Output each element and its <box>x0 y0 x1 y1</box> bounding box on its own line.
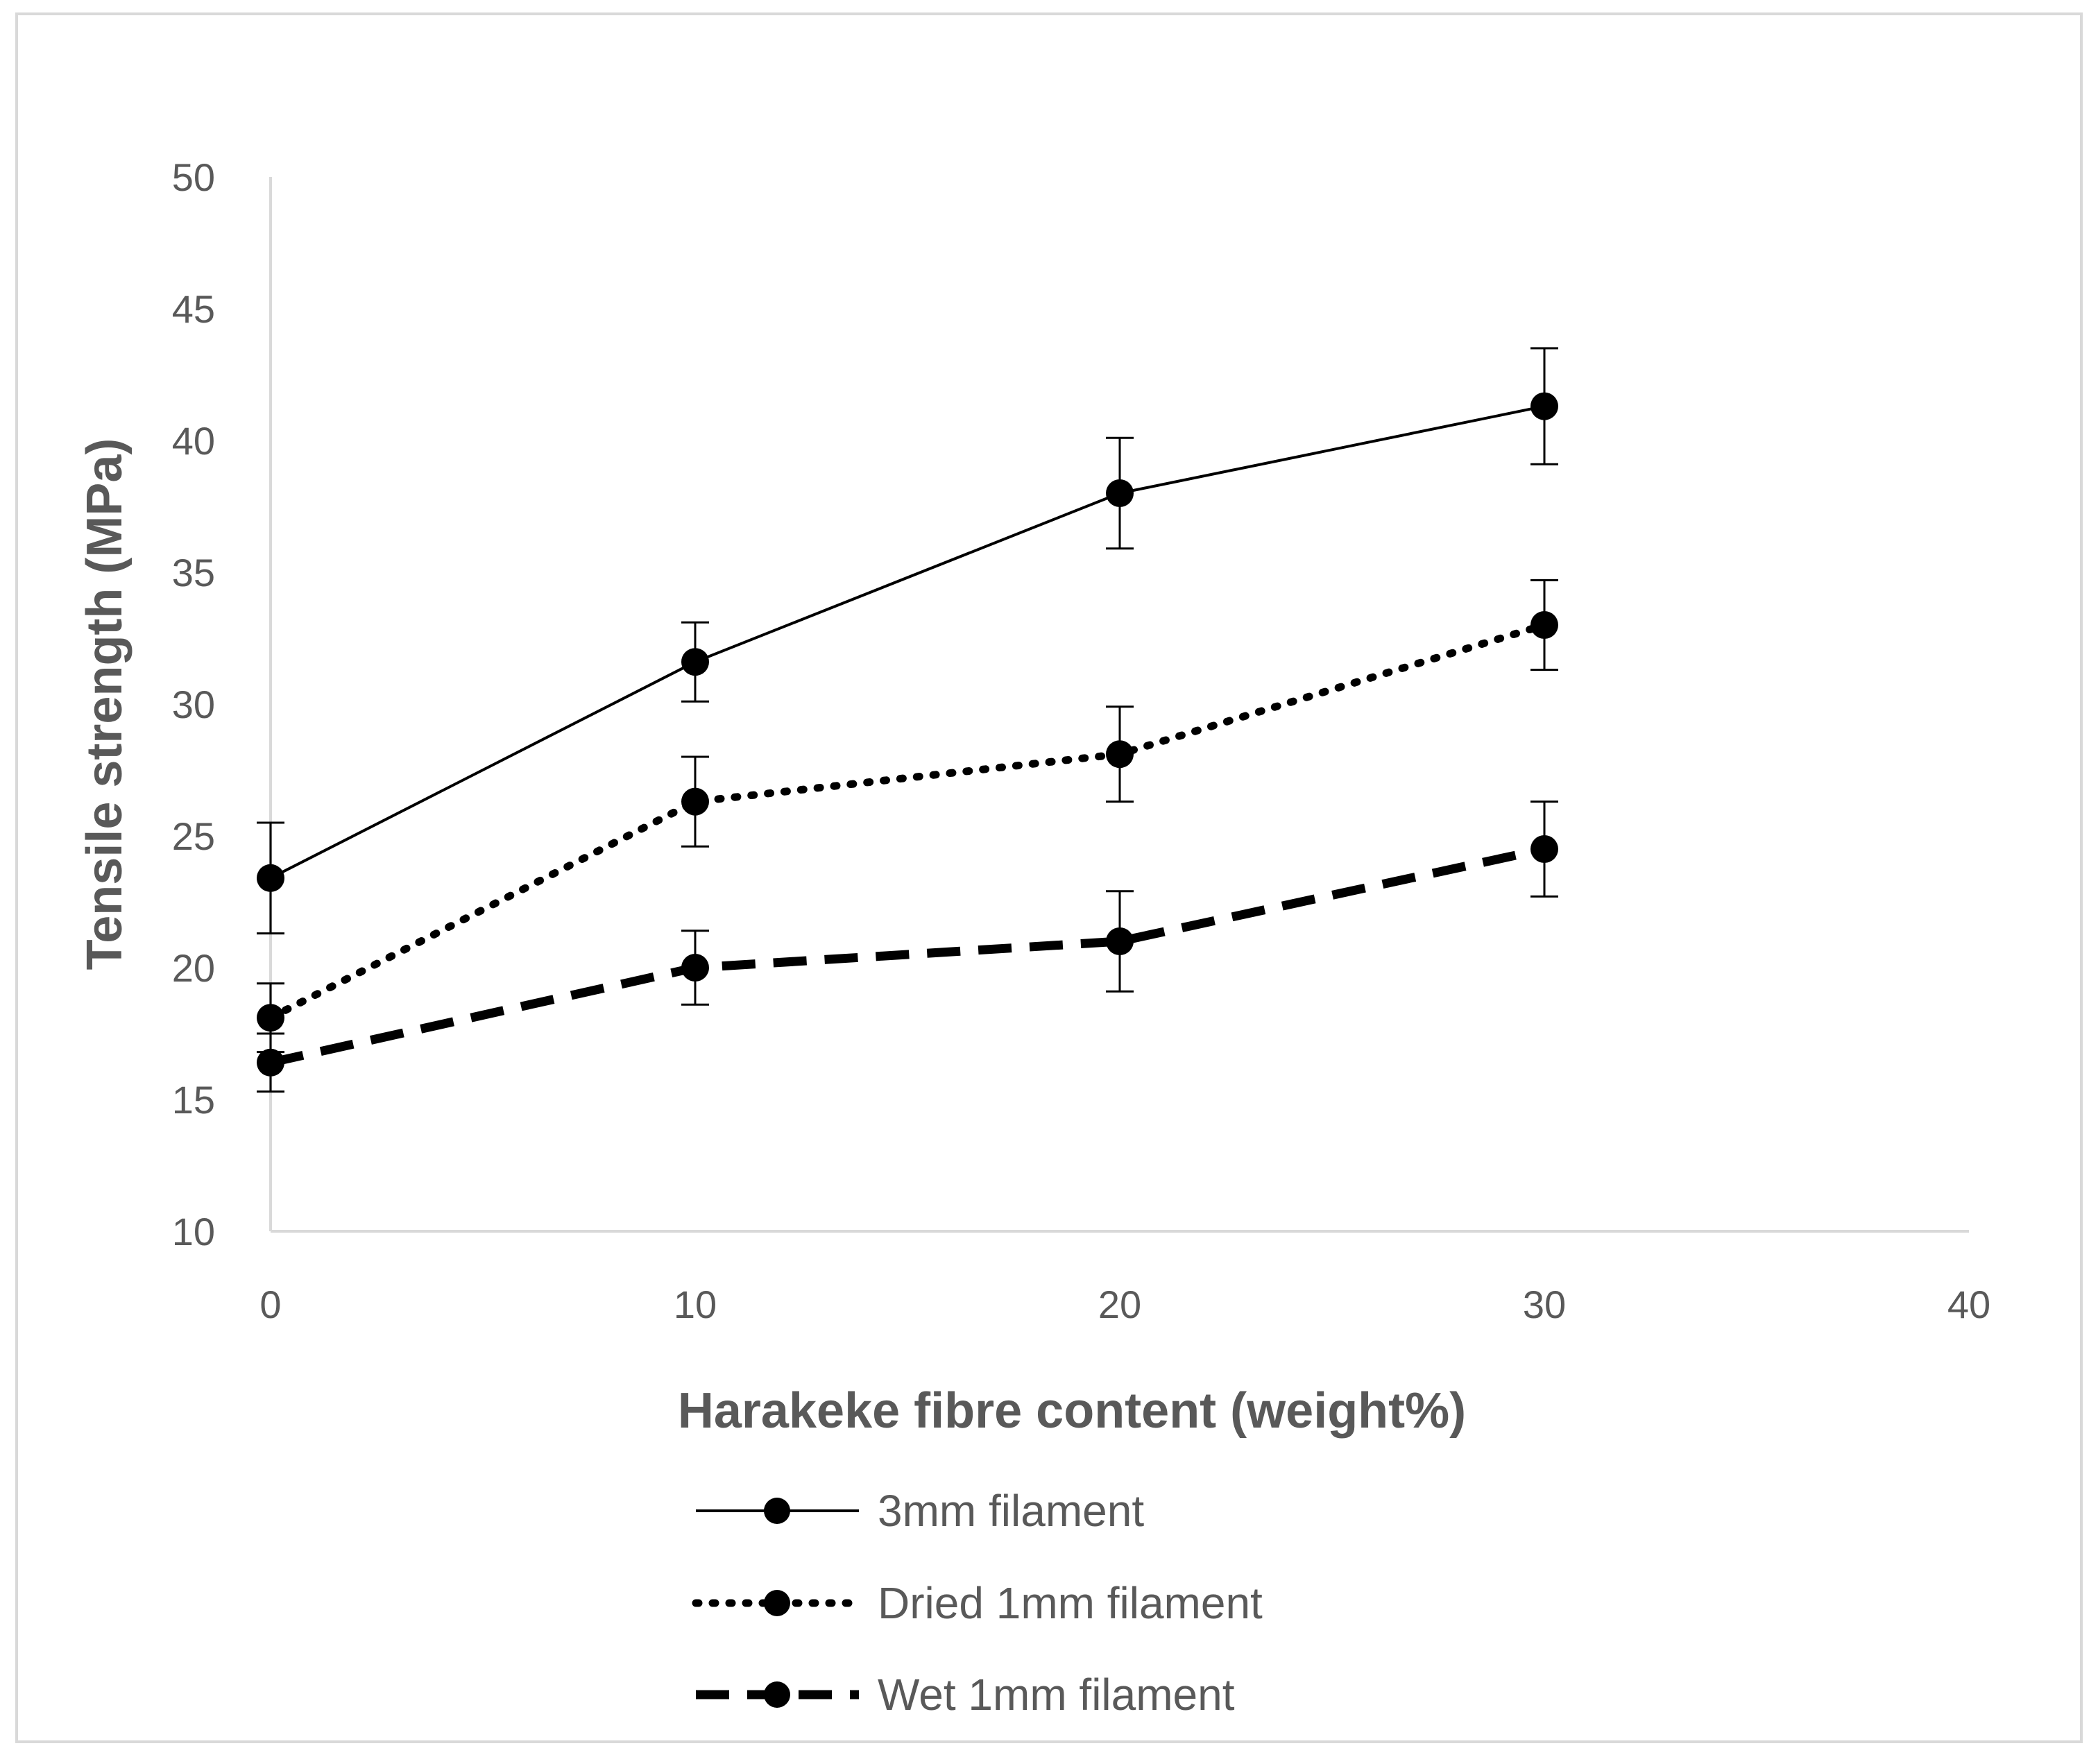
data-point <box>1106 479 1134 507</box>
data-point <box>1530 835 1558 863</box>
legend-label: Dried 1mm filament <box>878 1578 1263 1628</box>
data-point <box>257 1048 284 1077</box>
data-point <box>1106 740 1134 769</box>
x-axis-title: Harakeke fibre content (weight%) <box>678 1383 1466 1439</box>
x-tick-label: 30 <box>1523 1283 1566 1326</box>
y-axis-title: Tensile strength (MPa) <box>77 438 133 970</box>
x-tick-label: 40 <box>1947 1283 1990 1326</box>
series-lines <box>266 404 1549 1068</box>
y-tick-label: 50 <box>172 155 215 199</box>
legend-marker <box>764 1590 790 1616</box>
legend-marker <box>764 1681 790 1708</box>
y-tick-label: 10 <box>172 1210 215 1253</box>
series-line-2 <box>266 621 1549 1022</box>
x-tick-label: 20 <box>1098 1283 1141 1326</box>
legend-label: 3mm filament <box>878 1486 1144 1536</box>
chart-frame <box>15 12 2083 1743</box>
error-bars <box>257 347 1558 1093</box>
data-point <box>1530 611 1558 639</box>
data-point <box>681 787 709 816</box>
series-line-1 <box>270 404 1545 880</box>
data-points <box>257 392 1558 1077</box>
y-tick-label: 20 <box>172 946 215 990</box>
data-point <box>1530 392 1558 420</box>
y-tick-label: 30 <box>172 683 215 726</box>
y-tick-label: 35 <box>172 551 215 594</box>
data-point <box>681 954 709 982</box>
data-point <box>1106 927 1134 955</box>
x-tick-label: 10 <box>674 1283 717 1326</box>
axes: 10 15 20 25 30 35 40 45 50 0 10 20 30 40 <box>172 155 1990 1326</box>
y-tick-label: 15 <box>172 1078 215 1122</box>
y-tick-label: 40 <box>172 419 215 463</box>
y-tick-label: 25 <box>172 814 215 858</box>
data-point <box>681 648 709 676</box>
x-tick-label: 0 <box>259 1283 281 1326</box>
legend-marker <box>764 1498 790 1524</box>
data-point <box>257 1004 284 1032</box>
series-line-3 <box>269 844 1546 1068</box>
data-point <box>257 864 284 892</box>
legend: 3mm filament Dried 1mm filament Wet 1mm fi… <box>692 1486 1263 1720</box>
legend-label: Wet 1mm filament <box>878 1670 1235 1720</box>
y-tick-label: 45 <box>172 287 215 331</box>
